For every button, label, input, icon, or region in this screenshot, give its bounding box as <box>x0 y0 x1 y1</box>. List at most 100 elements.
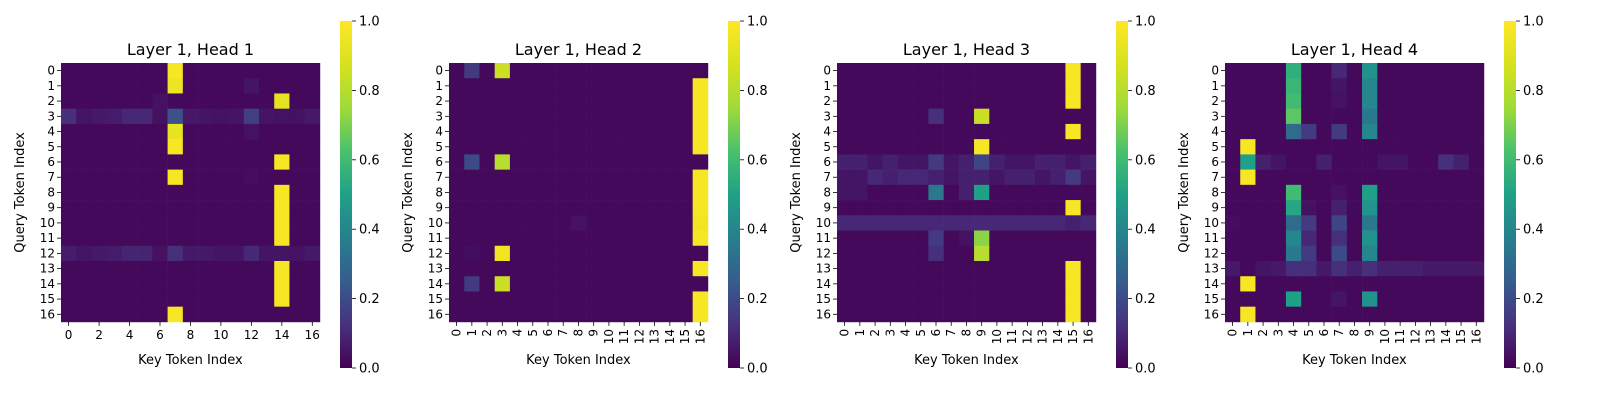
heatmap-cell <box>449 169 465 186</box>
heatmap-cell <box>1316 215 1332 231</box>
heatmap-cell <box>479 230 495 247</box>
x-tick-label: 10 <box>213 328 228 342</box>
heatmap-cell <box>958 78 975 94</box>
heatmap-cell <box>692 108 709 125</box>
heatmap-cell <box>274 139 290 155</box>
heatmap-cell <box>1468 139 1485 155</box>
heatmap-cell <box>304 306 321 323</box>
heatmap-cell <box>1050 139 1066 155</box>
heatmap-cell <box>631 123 648 140</box>
heatmap-cell <box>1004 291 1021 307</box>
heatmap-cell <box>646 154 663 170</box>
heatmap-cell <box>586 108 602 125</box>
x-tick-label: 5 <box>1302 329 1316 337</box>
heatmap-cell <box>989 169 1005 186</box>
heatmap-cell <box>1255 306 1271 323</box>
heatmap-cell <box>258 78 275 94</box>
heatmap-cell <box>1316 78 1332 94</box>
heatmap-cell <box>662 169 678 186</box>
heatmap-cell <box>1004 169 1021 186</box>
heatmap-cell <box>852 215 868 231</box>
heatmap-cell <box>897 78 914 94</box>
y-tick-label: 10 <box>40 216 55 230</box>
heatmap-cell <box>137 123 153 140</box>
heatmap-cell <box>1285 215 1302 231</box>
heatmap-cell <box>974 78 990 94</box>
heatmap-cell <box>1301 78 1317 94</box>
heatmap-cell <box>882 139 899 155</box>
heatmap-cell <box>464 139 480 155</box>
heatmap-cell <box>586 123 602 140</box>
x-tick-label: 12 <box>244 328 259 342</box>
heatmap-cell <box>570 139 587 155</box>
colorbar-tick-label: 1.0 <box>747 15 768 30</box>
heatmap-cell <box>182 245 199 262</box>
heatmap-cell <box>852 63 868 79</box>
heatmap-cell <box>76 169 92 186</box>
x-tick-label: 16 <box>305 328 320 342</box>
heatmap-cell <box>913 230 929 247</box>
heatmap-cell <box>616 291 633 307</box>
colorbar-tick-label: 0.8 <box>1523 84 1544 99</box>
heatmap-cell <box>540 169 556 186</box>
colorbar-tick-label: 0.6 <box>1523 153 1544 168</box>
heatmap-cell <box>1004 230 1021 247</box>
x-axis-label: Key Token Index <box>914 353 1019 368</box>
heatmap-cell <box>1362 108 1378 125</box>
heatmap-cell <box>677 291 693 307</box>
heatmap-cell <box>167 63 184 79</box>
heatmap-cell <box>882 260 899 277</box>
heatmap-cell <box>1301 260 1317 277</box>
heatmap-cell <box>646 291 663 307</box>
heatmap-cell <box>662 291 678 307</box>
heatmap-cell <box>76 139 92 155</box>
heatmap-cell <box>198 200 214 216</box>
heatmap-cell <box>479 200 495 216</box>
heatmap-cell <box>274 93 290 109</box>
heatmap-cell <box>213 245 229 262</box>
heatmap-cell <box>555 245 572 262</box>
heatmap-cell <box>1453 245 1469 262</box>
heatmap-cell <box>137 245 153 262</box>
heatmap-cell <box>152 93 168 109</box>
heatmap-cell <box>1034 291 1051 307</box>
x-tick-label: 4 <box>126 328 134 342</box>
heatmap-cell <box>1225 139 1241 155</box>
heatmap-cell <box>152 123 168 140</box>
heatmap-cell <box>1316 306 1332 323</box>
heatmap-cell <box>289 78 305 94</box>
heatmap-cell <box>1468 260 1485 277</box>
heatmap-cell <box>182 260 199 277</box>
heatmap-cell <box>1407 63 1424 79</box>
heatmap-cell <box>1346 139 1363 155</box>
heatmap-panel-4: Layer 1, Head 40123456789101112131415160… <box>1177 15 1544 377</box>
y-tick-label: 1 <box>47 79 55 93</box>
heatmap-cell <box>479 154 495 170</box>
heatmap-cell <box>1362 78 1378 94</box>
heatmap-cell <box>1080 139 1097 155</box>
heatmap-cell <box>137 139 153 155</box>
heatmap-cell <box>258 291 275 307</box>
heatmap-cell <box>1438 78 1454 94</box>
heatmap-cell <box>1225 169 1241 186</box>
heatmap-cell <box>837 139 853 155</box>
heatmap-cell <box>1331 63 1348 79</box>
heatmap-cell <box>1255 139 1271 155</box>
heatmap-cell <box>1255 169 1271 186</box>
heatmap-cell <box>1050 200 1066 216</box>
heatmap-cell <box>867 276 883 292</box>
heatmap-cell <box>837 291 853 307</box>
heatmap-cell <box>616 169 633 186</box>
heatmap-cell <box>1270 200 1287 216</box>
heatmap-cell <box>182 200 199 216</box>
heatmap-cell <box>646 276 663 292</box>
heatmap-cell <box>540 260 556 277</box>
heatmap-cell <box>289 169 305 186</box>
heatmap-cell <box>525 63 541 79</box>
heatmap-cell <box>1270 139 1287 155</box>
heatmap-cell <box>1468 200 1485 216</box>
x-tick-label: 4 <box>511 329 525 337</box>
heatmap-cell <box>570 306 587 323</box>
heatmap-cell <box>570 78 587 94</box>
heatmap-cell <box>1346 154 1363 170</box>
